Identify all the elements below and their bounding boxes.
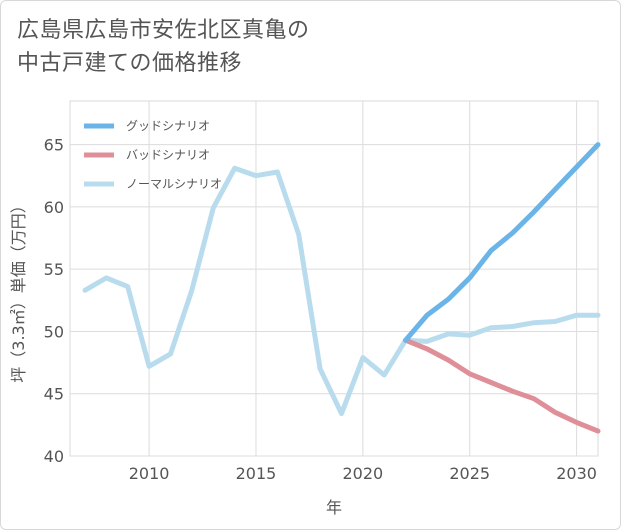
series-line-1	[403, 337, 601, 434]
x-tick-label: 2015	[236, 464, 277, 483]
y-tick-label: 45	[44, 385, 64, 404]
legend-label: バッドシナリオ	[126, 148, 210, 162]
x-tick-label: 2025	[449, 464, 490, 483]
series-lines	[82, 142, 601, 434]
y-tick-label: 60	[44, 198, 64, 217]
chart-title: 広島県広島市安佐北区真亀の 中古戸建ての価格推移	[17, 14, 310, 80]
x-tick-label: 2030	[556, 464, 597, 483]
y-tick-label: 40	[44, 447, 64, 466]
y-axis-label: 坪（3.3㎡）単価（万円）	[9, 197, 28, 382]
series-line-2	[82, 165, 601, 417]
y-tick-label: 50	[44, 322, 64, 341]
x-tick-label: 2010	[129, 464, 170, 483]
y-tick-label: 65	[44, 136, 64, 155]
x-tick-label: 2020	[342, 464, 383, 483]
gridlines	[70, 101, 598, 457]
legend-label: ノーマルシナリオ	[126, 177, 222, 191]
title-line-1: 広島県広島市安佐北区真亀の	[17, 18, 310, 43]
title-line-2: 中古戸建ての価格推移	[17, 51, 243, 76]
y-axis-ticks: 40 45 50 55 60 65	[44, 136, 64, 466]
x-axis-label: 年	[326, 498, 342, 517]
series-line-0	[403, 142, 601, 343]
legend-label: グッドシナリオ	[126, 119, 210, 133]
y-tick-label: 55	[44, 260, 64, 279]
x-axis-ticks: 2010 2015 2020 2025 2030	[129, 464, 597, 483]
